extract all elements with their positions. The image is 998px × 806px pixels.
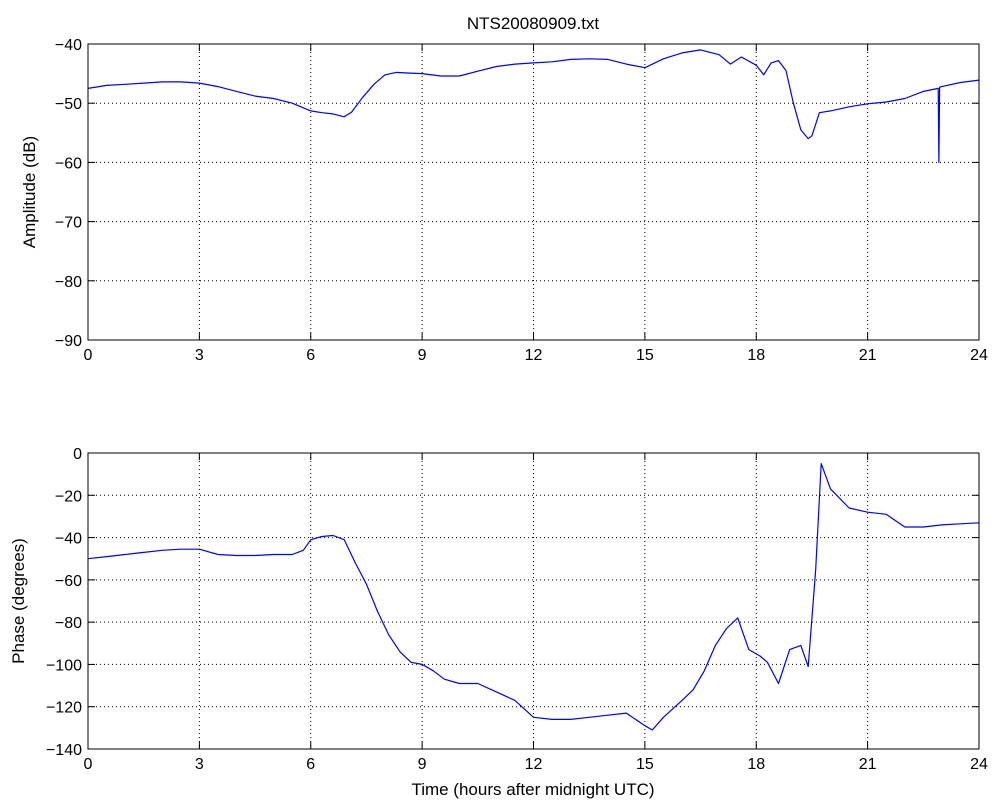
phase-series [87,463,980,731]
phase-y-ticks: −140 −120 −100 −80 −60 −40 −20 0 [46,446,979,759]
amplitude-x-tick-label: 6 [306,347,315,364]
amplitude-panel: 0 3 6 9 12 15 18 21 24 −90 −80 −70 −60 −50 −40 NTS200… [20,14,988,364]
phase-y-tick-label: −60 [55,573,82,590]
amplitude-y-tick-label: −50 [55,96,82,113]
phase-x-ticks: 0 3 6 9 12 15 18 21 24 [84,453,988,773]
phase-y-tick-label: −80 [55,615,82,632]
amplitude-y-axis-label: Amplitude (dB) [20,136,39,248]
phase-x-tick-label: 6 [306,756,315,773]
phase-y-tick-label: −20 [55,488,82,505]
amplitude-x-tick-label: 12 [525,347,543,364]
phase-y-axis-label: Phase (degrees) [9,538,28,664]
phase-x-axis-label: Time (hours after midnight UTC) [411,780,654,799]
phase-x-tick-label: 18 [747,756,765,773]
phase-y-tick-label: −140 [46,742,82,759]
amplitude-y-tick-label: −40 [55,37,82,54]
phase-panel: 0 3 6 9 12 15 18 21 24 −140−120−100−80−60−40−200… [9,446,988,799]
phase-x-tick-label: 3 [195,756,204,773]
amplitude-x-tick-label: 18 [747,347,765,364]
amplitude-x-tick-label: 24 [970,347,988,364]
phase-x-tick-label: 15 [636,756,654,773]
phase-x-tick-label: 12 [525,756,543,773]
phase-y-tick-label: −40 [55,531,82,548]
phase-y-tick-label: −120 [46,700,82,717]
amplitude-x-tick-label: 3 [195,347,204,364]
amplitude-x-tick-label: 9 [418,347,427,364]
amplitude-y-ticks: −90 −80 −70 −60 −50 −40 [55,37,979,350]
amplitude-y-tick-label: −90 [55,333,82,350]
phase-x-tick-label: 21 [859,756,877,773]
amplitude-line-0 [87,49,980,163]
amplitude-series [87,49,980,163]
amplitude-x-tick-label: 21 [859,347,877,364]
phase-x-tick-label: 9 [418,756,427,773]
amplitude-y-tick-label: −70 [55,215,82,232]
phase-y-tick-label: 0 [73,446,82,463]
amplitude-grid [88,44,979,340]
amplitude-x-tick-label: 0 [84,347,93,364]
amplitude-chart-title: NTS20080909.txt [467,14,600,33]
amplitude-y-tick-label: −80 [55,274,82,291]
amplitude-x-ticks: 0 3 6 9 12 15 18 21 24 [84,44,988,364]
phase-grid [88,453,979,749]
phase-line-0 [87,463,980,731]
phase-x-tick-label: 0 [84,756,93,773]
phase-y-tick-label: −100 [46,657,82,674]
amplitude-x-tick-label: 15 [636,347,654,364]
phase-x-tick-label: 24 [970,756,988,773]
amplitude-y-tick-label: −60 [55,155,82,172]
